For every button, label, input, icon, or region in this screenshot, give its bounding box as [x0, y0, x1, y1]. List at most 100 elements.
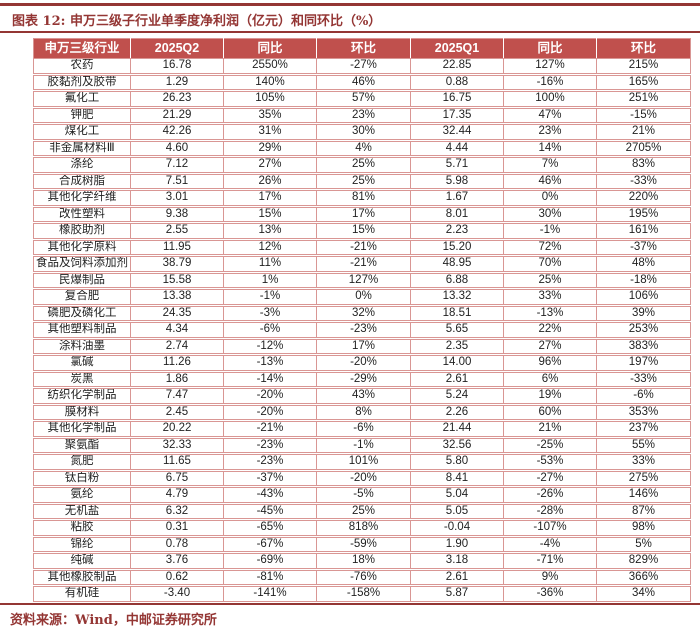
value-cell: 32.33	[130, 437, 224, 455]
value-cell: -12%	[223, 338, 317, 356]
value-cell: 5.87	[410, 585, 504, 604]
value-cell: 9%	[503, 569, 597, 587]
title-divider	[0, 31, 700, 33]
value-cell: 6.88	[410, 272, 504, 290]
value-cell: -158%	[316, 585, 411, 604]
value-cell: -16%	[503, 74, 597, 92]
value-cell: -3%	[223, 305, 317, 323]
industry-name-cell: 改性塑料	[33, 206, 131, 224]
value-cell: 46%	[503, 173, 597, 191]
value-cell: 2.61	[410, 569, 504, 587]
value-cell: 7.47	[130, 387, 224, 406]
value-cell: 81%	[316, 189, 411, 208]
value-cell: 195%	[596, 206, 691, 224]
value-cell: -23%	[316, 321, 411, 340]
value-cell: 30%	[316, 123, 411, 142]
table-row: 民爆制品 15.58 1% 127% 6.88 25% -18%	[33, 272, 691, 290]
value-cell: 275%	[596, 470, 691, 488]
value-cell: 1.29	[130, 74, 224, 92]
value-cell: -29%	[316, 371, 411, 389]
value-cell: 13.32	[410, 288, 504, 307]
value-cell: 0%	[316, 288, 411, 307]
value-cell: -1%	[503, 222, 597, 241]
value-cell: 27%	[223, 156, 317, 175]
value-cell: 100%	[503, 90, 597, 109]
value-cell: 1.86	[130, 371, 224, 389]
value-cell: -20%	[316, 354, 411, 373]
industry-name-cell: 粘胶	[33, 519, 131, 538]
value-cell: 14%	[503, 140, 597, 158]
value-cell: -20%	[316, 470, 411, 488]
table-row: 聚氨酯 32.33 -23% -1% 32.56 -25% 55%	[33, 437, 691, 455]
value-cell: 46%	[316, 74, 411, 92]
industry-name-cell: 氟化工	[33, 90, 131, 109]
value-cell: 2.61	[410, 371, 504, 389]
value-cell: 11.65	[130, 453, 224, 472]
value-cell: 146%	[596, 486, 691, 505]
value-cell: 35%	[223, 107, 317, 125]
table-row: 膜材料 2.45 -20% 8% 2.26 60% 353%	[33, 404, 691, 422]
value-cell: 34%	[596, 585, 691, 604]
value-cell: -71%	[503, 552, 597, 571]
value-cell: -21%	[316, 255, 411, 274]
value-cell: 20.22	[130, 420, 224, 439]
value-cell: -21%	[316, 239, 411, 257]
industry-name-cell: 食品及饲料添加剂	[33, 255, 131, 274]
value-cell: 17%	[316, 206, 411, 224]
value-cell: 818%	[316, 519, 411, 538]
value-cell: 15%	[223, 206, 317, 224]
value-cell: 105%	[223, 90, 317, 109]
industry-name-cell: 其他化学纤维	[33, 189, 131, 208]
value-cell: -81%	[223, 569, 317, 587]
table-row: 改性塑料 9.38 15% 17% 8.01 30% 195%	[33, 206, 691, 224]
value-cell: 72%	[503, 239, 597, 257]
table-row: 无机盐 6.32 -45% 25% 5.05 -28% 87%	[33, 503, 691, 521]
value-cell: 353%	[596, 404, 691, 422]
value-cell: 0.88	[410, 74, 504, 92]
value-cell: 251%	[596, 90, 691, 109]
value-cell: 38.79	[130, 255, 224, 274]
table-row: 涤纶 7.12 27% 25% 5.71 7% 83%	[33, 156, 691, 175]
table-row: 非金属材料Ⅲ 4.60 29% 4% 4.44 14% 2705%	[33, 140, 691, 158]
value-cell: 26.23	[130, 90, 224, 109]
value-cell: 96%	[503, 354, 597, 373]
industry-name-cell: 纯碱	[33, 552, 131, 571]
value-cell: 16.75	[410, 90, 504, 109]
value-cell: 829%	[596, 552, 691, 571]
value-cell: 21.44	[410, 420, 504, 439]
value-cell: 2.45	[130, 404, 224, 422]
industry-name-cell: 非金属材料Ⅲ	[33, 140, 131, 158]
table-row: 复合肥 13.38 -1% 0% 13.32 33% 106%	[33, 288, 691, 307]
value-cell: -1%	[316, 437, 411, 455]
value-cell: 7.12	[130, 156, 224, 175]
value-cell: -26%	[503, 486, 597, 505]
value-cell: 2.35	[410, 338, 504, 356]
value-cell: 4.60	[130, 140, 224, 158]
industry-name-cell: 钾肥	[33, 107, 131, 125]
value-cell: 26%	[223, 173, 317, 191]
table-row: 磷肥及磷化工 24.35 -3% 32% 18.51 -13% 39%	[33, 305, 691, 323]
industry-name-cell: 合成树脂	[33, 173, 131, 191]
industry-name-cell: 氨纶	[33, 486, 131, 505]
value-cell: 25%	[316, 173, 411, 191]
value-cell: 15%	[316, 222, 411, 241]
value-cell: 27%	[503, 338, 597, 356]
industry-name-cell: 炭黑	[33, 371, 131, 389]
value-cell: -13%	[223, 354, 317, 373]
value-cell: 32%	[316, 305, 411, 323]
value-cell: 2550%	[223, 58, 317, 76]
value-cell: 366%	[596, 569, 691, 587]
value-cell: 48.95	[410, 255, 504, 274]
table-row: 氟化工 26.23 105% 57% 16.75 100% 251%	[33, 90, 691, 109]
value-cell: 8.01	[410, 206, 504, 224]
value-cell: -27%	[503, 470, 597, 488]
value-cell: 33%	[596, 453, 691, 472]
value-cell: 13%	[223, 222, 317, 241]
industry-profit-table: 申万三级行业 2025Q2 同比 环比 2025Q1 同比 环比 农药 16.78 2550% -…	[33, 38, 691, 604]
value-cell: -14%	[223, 371, 317, 389]
industry-name-cell: 膜材料	[33, 404, 131, 422]
value-cell: 17%	[316, 338, 411, 356]
value-cell: 5.71	[410, 156, 504, 175]
value-cell: 215%	[596, 58, 691, 76]
value-cell: 2705%	[596, 140, 691, 158]
